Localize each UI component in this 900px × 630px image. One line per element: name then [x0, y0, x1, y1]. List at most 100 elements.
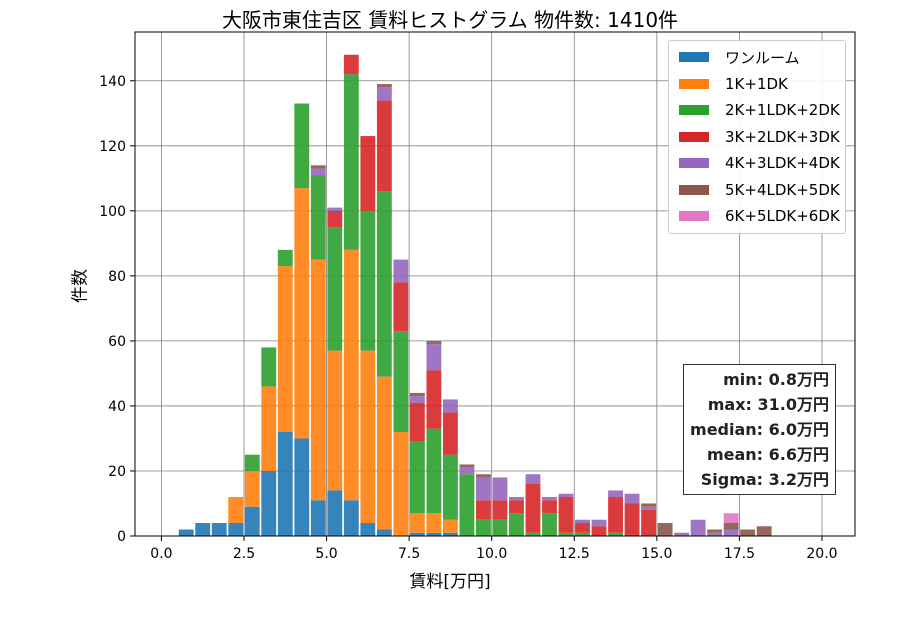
bar-segment: [641, 509, 657, 536]
x-tick-label: 20.0: [806, 546, 837, 562]
bar-segment: [476, 519, 491, 536]
legend-label: 6K+5LDK+6DK: [725, 207, 840, 226]
bar-segment: [310, 175, 326, 260]
bar-stacks: [178, 54, 772, 536]
bar-segment: [261, 347, 277, 387]
bar-segment: [509, 513, 524, 536]
bar-segment: [756, 526, 772, 536]
stat-sigma: Sigma: 3.2万円: [700, 470, 829, 489]
bar-segment: [426, 344, 442, 371]
bar-segment: [228, 522, 244, 536]
bar-segment: [327, 210, 343, 228]
bar-segment: [591, 526, 607, 536]
bar-segment: [244, 506, 260, 536]
bar-segment: [294, 188, 310, 439]
legend-item-5k: 5K+4LDK+5DK: [669, 177, 845, 204]
bar-segment: [376, 84, 392, 88]
bar-segment: [525, 474, 541, 484]
y-axis-label: 件数: [70, 269, 91, 303]
legend-label: 2K+1LDK+2DK: [725, 101, 840, 120]
bar-segment: [393, 259, 409, 283]
legend: ワンルーム 1K+1DK 2K+1LDK+2DK 3K+2LDK+3DK 4K+…: [668, 40, 846, 234]
bar-segment: [360, 210, 376, 351]
bar-segment: [343, 54, 359, 75]
bar-segment: [707, 532, 723, 536]
x-tick-label: 5.0: [315, 546, 337, 562]
bar-segment: [327, 490, 343, 536]
legend-label: 1K+1DK: [725, 74, 788, 93]
bar-segment: [442, 412, 458, 455]
bar-segment: [376, 191, 392, 377]
legend-label: ワンルーム: [725, 48, 800, 67]
stats-box: min: 0.8万円 max: 31.0万円 median: 6.0万円 mea…: [683, 364, 836, 495]
bar-segment: [310, 500, 326, 536]
bar-segment: [261, 470, 277, 536]
y-tick-label: 60: [108, 334, 126, 350]
bar-segment: [459, 464, 475, 468]
bar-segment: [740, 529, 756, 536]
legend-item-6k: 6K+5LDK+6DK: [669, 203, 845, 230]
bar-segment: [542, 513, 557, 536]
bar-segment: [393, 431, 409, 536]
bar-segment: [376, 100, 392, 192]
bar-segment: [690, 519, 706, 536]
bar-segment: [327, 227, 343, 351]
legend-item-1k: 1K+1DK: [669, 71, 845, 98]
bar-segment: [277, 266, 293, 432]
x-tick-label: 17.5: [724, 546, 755, 562]
bar-segment: [575, 522, 590, 533]
legend-item-2k: 2K+1LDK+2DK: [669, 97, 845, 124]
bar-segment: [707, 529, 723, 533]
bar-segment: [509, 500, 524, 514]
bar-segment: [211, 522, 227, 536]
bar-segment: [476, 477, 491, 501]
plot-frame: [134, 31, 856, 537]
legend-item-3k: 3K+2LDK+3DK: [669, 124, 845, 151]
bar-segment: [426, 513, 442, 533]
bar-segment: [178, 529, 194, 536]
bar-segment: [360, 136, 376, 211]
bar-segment: [558, 496, 574, 533]
bar-segment: [409, 396, 425, 403]
y-tick-label: 80: [108, 269, 126, 285]
legend-item-studio: ワンルーム: [669, 44, 845, 71]
bar-segment: [674, 532, 690, 536]
x-tick-label: 15.0: [641, 546, 672, 562]
legend-swatch: [679, 184, 709, 195]
legend-label: 3K+2LDK+3DK: [725, 127, 840, 146]
bar-segment: [558, 493, 574, 497]
bar-segment: [641, 503, 657, 507]
bar-segment: [492, 519, 508, 536]
legend-item-4k: 4K+3LDK+4DK: [669, 150, 845, 177]
legend-swatch: [679, 131, 709, 142]
bar-segment: [476, 500, 491, 520]
bar-segment: [409, 532, 425, 536]
bar-segment: [409, 402, 425, 442]
x-tick-label: 10.0: [476, 546, 507, 562]
legend-swatch: [679, 158, 709, 169]
bar-segment: [575, 519, 590, 523]
bar-segment: [310, 165, 326, 169]
bar-segment: [492, 500, 508, 520]
x-tick-label: 12.5: [559, 546, 590, 562]
y-tick-label: 120: [99, 139, 126, 155]
bar-segment: [442, 532, 458, 536]
bar-segment: [327, 207, 343, 211]
bar-segment: [657, 522, 673, 536]
bar-segment: [343, 249, 359, 501]
y-tick-label: 40: [108, 399, 126, 415]
x-tick-label: 0.0: [150, 546, 172, 562]
bar-segment: [476, 474, 491, 478]
bar-segment: [195, 522, 211, 536]
legend-swatch: [679, 105, 709, 116]
bar-segment: [277, 431, 293, 536]
bar-segment: [426, 532, 442, 536]
bar-segment: [426, 428, 442, 514]
bar-segment: [228, 496, 244, 523]
bar-segment: [442, 519, 458, 533]
axes: 0.0 2.5 5.0 7.5 10.0 12.5 15.0 17.5 20.0 0 20 40 60 8…: [99, 31, 856, 562]
bar-segment: [376, 376, 392, 530]
bar-segment: [277, 249, 293, 267]
legend-swatch: [679, 52, 709, 63]
